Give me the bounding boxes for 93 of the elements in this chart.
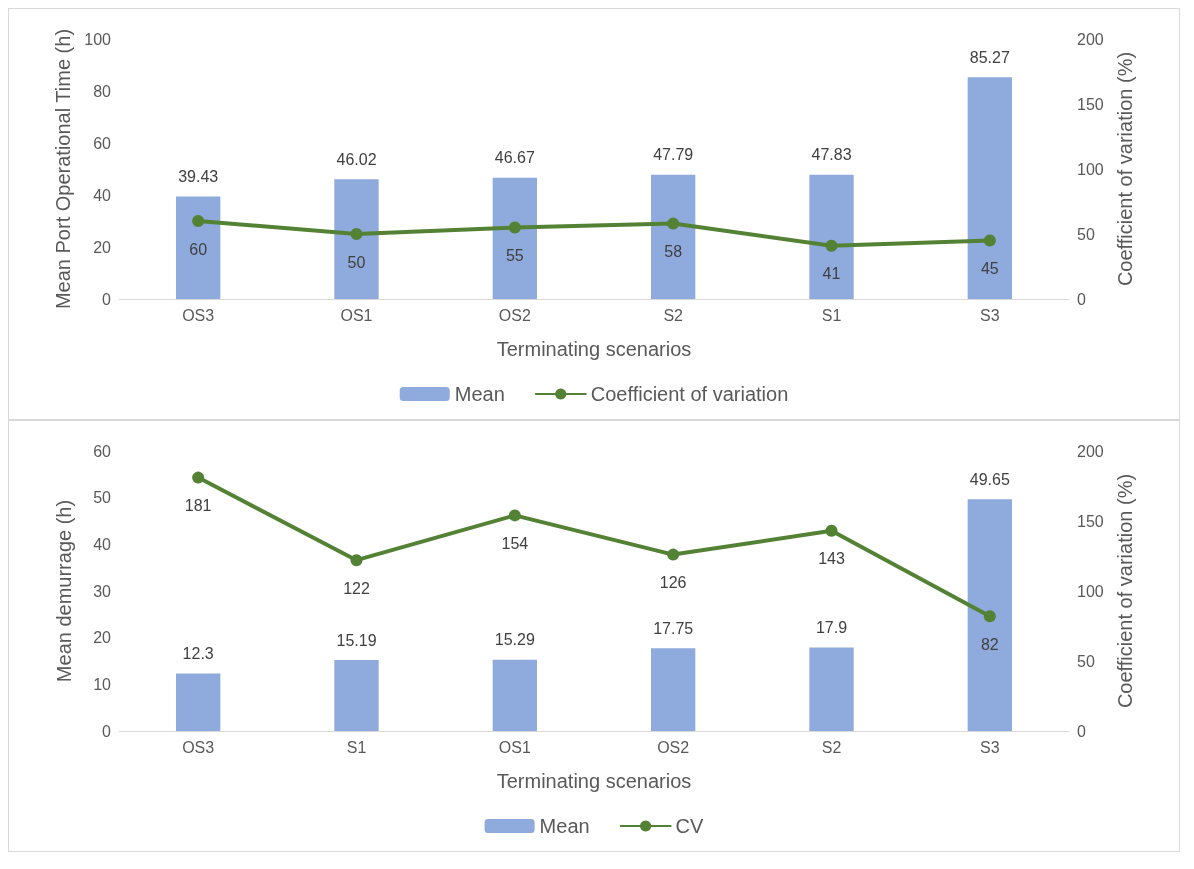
x-tick-label: S1 [821,306,842,324]
data-label: 49.65 [969,470,1010,488]
x-tick-label: OS2 [657,738,690,756]
point [508,221,521,234]
data-label: 181 [184,497,212,515]
x-tick-label: S2 [821,738,842,756]
y-tick-label: 50 [93,489,112,507]
y2-tick-label: 50 [1077,652,1095,670]
y-tick-label: 10 [93,675,112,693]
y-tick-label: 40 [93,186,112,204]
data-label: 143 [818,550,845,568]
y2-tick-label: 0 [1077,290,1086,308]
y-tick-label: 20 [93,238,112,256]
bar [176,673,221,731]
bar [334,179,379,299]
y-tick-label: 20 [93,629,112,647]
y2-axis-title: Coefficient of variation (%) [1113,473,1136,709]
x-tick-label: OS3 [182,306,215,324]
y2-tick-label: 100 [1077,582,1104,600]
data-label: 17.9 [815,618,848,636]
y-tick-label: 60 [93,134,112,152]
y2-tick-label: 150 [1077,512,1104,530]
legend-label: Coefficient of variation [590,383,789,405]
y-axis-title: Mean demurrage (h) [53,499,75,683]
y-tick-label: 40 [93,535,112,553]
data-label: 60 [189,240,208,258]
point [983,610,996,623]
data-label: 15.29 [494,631,535,649]
point [825,524,838,537]
data-label: 122 [343,579,370,597]
x-axis-title: Terminating scenarios [496,770,692,792]
bar [651,174,696,299]
bar [334,660,379,731]
y-tick-label: 30 [93,582,112,600]
y2-tick-label: 200 [1077,442,1104,460]
y2-tick-label: 50 [1077,225,1095,243]
x-tick-label: OS3 [182,738,215,756]
data-label: 12.3 [182,645,214,663]
y-axis-title: Mean Port Operational Time (h) [52,28,75,310]
point [192,471,205,484]
data-label: 154 [501,534,529,552]
data-label: 39.43 [178,167,219,185]
x-axis-title: Terminating scenarios [496,338,692,360]
data-label: 46.67 [494,149,535,167]
data-label: 47.79 [653,146,694,164]
data-label: 47.83 [811,146,852,164]
data-label: 50 [347,253,366,271]
y-tick-label: 100 [84,30,112,48]
data-label: 58 [664,243,683,261]
data-label: 41 [822,265,841,283]
data-label: 15.19 [336,631,377,649]
point [983,234,996,247]
bar [651,648,696,731]
x-tick-label: S1 [346,738,367,756]
data-label: 17.75 [653,619,694,637]
y2-axis-title: Coefficient of variation (%) [1113,51,1136,287]
bar [809,647,854,731]
data-label: 46.02 [336,150,377,168]
y2-tick-label: 100 [1077,160,1104,178]
y-tick-label: 60 [93,442,112,460]
legend-label: Mean [454,383,505,405]
legend-label: CV [675,815,705,837]
point [350,228,363,240]
point [667,217,680,230]
bar [492,177,537,299]
point [825,239,838,252]
bar [492,659,537,731]
x-tick-label: OS2 [498,306,531,324]
x-tick-label: S2 [663,306,684,324]
y2-tick-label: 0 [1077,722,1086,740]
y2-tick-label: 150 [1077,95,1104,113]
data-label: 85.27 [969,48,1010,66]
y-tick-label: 0 [102,722,112,740]
x-tick-label: OS1 [498,738,531,756]
point [350,554,363,567]
data-label: 126 [659,574,687,592]
point [192,215,205,227]
x-tick-label: S3 [980,306,1000,324]
point [667,548,680,561]
point [508,509,521,522]
bar [176,196,221,299]
legend-label: Mean [539,815,590,837]
y-tick-label: 0 [102,290,112,308]
data-label: 55 [505,247,524,264]
x-tick-label: OS1 [340,306,373,324]
y2-tick-label: 200 [1077,30,1104,48]
data-label: 45 [980,260,999,277]
x-tick-label: S3 [980,738,1000,756]
bar [809,174,854,299]
bar [967,77,1012,299]
data-label: 82 [980,635,999,653]
y-tick-label: 80 [93,82,112,100]
bar [967,499,1012,731]
